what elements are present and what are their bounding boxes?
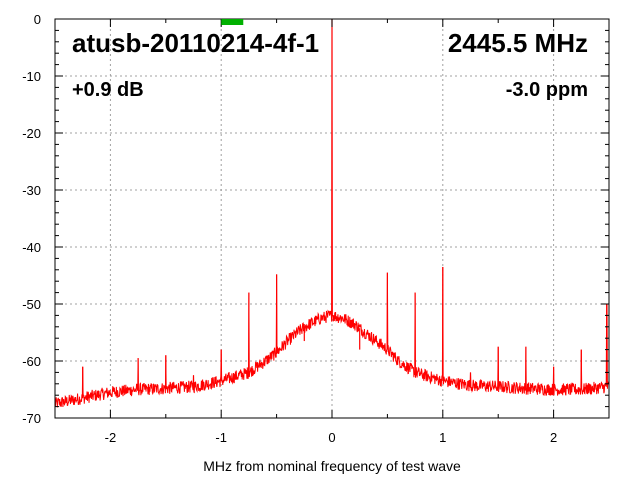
plot-frame [54,18,610,419]
ppm-label: -3.0 ppm [506,79,588,101]
x-tick-label: 0 [328,430,335,445]
x-tick-label: -2 [105,430,117,445]
y-tick-label: -30 [22,183,41,198]
y-tick-label: 0 [34,12,41,27]
x-tick-label: -1 [215,430,227,445]
chart-title: atusb-20110214-4f-1 [72,28,319,58]
y-tick-label: -40 [22,240,41,255]
y-tick-label: -10 [22,69,41,84]
x-axis-label: MHz from nominal frequency of test wave [203,458,461,474]
y-tick-label: -70 [22,411,41,426]
frequency-label: 2445.5 MHz [448,28,588,58]
frequency-marker [221,19,244,25]
x-tick-label: 2 [550,430,557,445]
y-tick-label: -60 [22,354,41,369]
y-tick-label: -50 [22,297,41,312]
x-tick-label: 1 [439,430,446,445]
y-tick-label: -20 [22,126,41,141]
gain-label: +0.9 dB [72,79,144,101]
